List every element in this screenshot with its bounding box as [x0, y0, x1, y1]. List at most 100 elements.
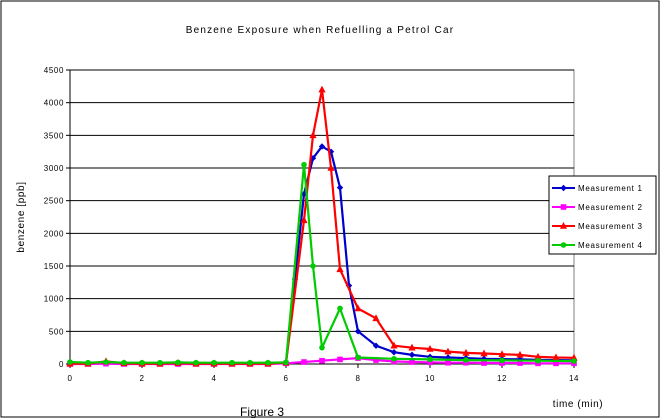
data-point — [336, 265, 344, 273]
legend-item-measurement-4: Measurement 4 — [552, 241, 643, 250]
y-tick-label: 500 — [49, 327, 64, 336]
figure-caption: Figure 3 — [240, 405, 284, 418]
data-point — [283, 359, 289, 366]
data-point — [372, 342, 380, 349]
data-point — [318, 143, 326, 150]
x-tick-label: 4 — [211, 374, 216, 383]
data-point — [391, 355, 397, 362]
data-point — [300, 216, 308, 224]
data-point — [300, 190, 308, 198]
data-point — [327, 164, 335, 171]
series-group — [66, 85, 578, 367]
data-point — [517, 360, 523, 366]
legend-item-measurement-1: Measurement 1 — [552, 184, 643, 193]
data-point — [354, 304, 362, 312]
x-tick-label: 2 — [139, 374, 144, 383]
data-point — [337, 356, 343, 363]
x-tick-label: 8 — [355, 374, 360, 383]
data-point — [265, 359, 271, 366]
legend-swatch-marker — [560, 184, 567, 192]
data-point — [535, 357, 541, 364]
legend-label: Measurement 1 — [578, 184, 643, 193]
data-point — [463, 357, 469, 363]
y-tick-label: 2000 — [44, 229, 64, 238]
data-point — [481, 360, 487, 366]
data-point — [336, 184, 344, 191]
data-point — [175, 359, 181, 366]
y-axis-label: benzene [ppb] — [16, 181, 27, 252]
data-point — [319, 344, 325, 351]
y-tick-label: 1500 — [44, 262, 64, 271]
legend: Measurement 1 Measurement 2 Measurement 3 M… — [548, 175, 657, 255]
data-point — [211, 359, 217, 366]
chart-title: Benzene Exposure when Refuelling a Petro… — [186, 25, 455, 36]
data-point — [445, 359, 451, 366]
x-tick-label: 6 — [283, 374, 288, 383]
data-point — [570, 353, 578, 361]
data-point — [157, 359, 163, 366]
x-axis-label: time (min) — [553, 399, 603, 410]
y-tick-label: 4500 — [44, 66, 64, 75]
legend-item-measurement-2: Measurement 2 — [552, 203, 643, 212]
legend-label: Measurement 3 — [578, 222, 643, 231]
data-point — [139, 359, 145, 366]
data-point — [408, 351, 416, 359]
y-tick-label: 2500 — [44, 197, 64, 206]
data-point — [337, 305, 343, 312]
series-measurement-4 — [67, 161, 577, 366]
data-point — [193, 359, 199, 366]
data-point — [462, 348, 470, 356]
data-point — [85, 359, 91, 366]
data-point — [309, 131, 317, 139]
grid — [70, 69, 574, 332]
y-tick-label: 1000 — [44, 295, 64, 304]
data-point — [553, 360, 559, 367]
y-tick-label: 3000 — [44, 164, 64, 173]
data-point — [373, 357, 379, 363]
legend-swatch-marker — [559, 222, 568, 229]
data-point — [409, 359, 415, 365]
data-point — [229, 359, 235, 366]
legend-box — [548, 175, 657, 255]
x-tick-label: 10 — [425, 374, 435, 383]
x-tick-label: 12 — [497, 374, 507, 383]
data-point — [552, 353, 560, 361]
legend-item-measurement-3: Measurement 3 — [552, 222, 643, 231]
legend-swatch-marker — [560, 204, 567, 210]
data-point — [390, 349, 398, 356]
data-point — [427, 359, 433, 366]
legend-swatch-marker — [560, 242, 567, 248]
data-point — [444, 347, 452, 355]
data-point — [534, 352, 542, 360]
data-point — [103, 359, 109, 365]
series-line-measurement-4 — [69, 163, 575, 364]
data-point — [67, 359, 73, 365]
data-point — [426, 344, 434, 352]
data-point — [427, 356, 433, 363]
legend-label: Measurement 4 — [578, 241, 643, 250]
y-tick-labels: 0 500 1000 1500 2000 2500 3000 3500 4000 4500 — [44, 66, 64, 369]
data-point — [372, 314, 380, 322]
data-point — [390, 341, 398, 349]
data-point — [319, 357, 325, 364]
data-point — [408, 343, 416, 351]
y-tick-label: 0 — [59, 360, 64, 369]
data-point — [354, 328, 362, 335]
data-point — [318, 85, 326, 93]
data-point — [301, 161, 307, 168]
data-point — [247, 359, 253, 366]
y-tick-label: 3500 — [44, 131, 64, 140]
y-tick-label: 4000 — [44, 99, 64, 108]
data-point — [499, 357, 505, 364]
data-point — [571, 358, 577, 364]
data-point — [498, 350, 506, 357]
data-point — [301, 359, 307, 365]
x-tick-labels: 0 2 4 6 8 10 12 14 — [67, 374, 578, 383]
data-point — [310, 263, 316, 269]
data-point — [355, 354, 361, 361]
data-point — [480, 349, 488, 357]
legend-label: Measurement 2 — [578, 203, 643, 212]
data-point — [121, 359, 127, 366]
plot-area — [69, 69, 575, 365]
